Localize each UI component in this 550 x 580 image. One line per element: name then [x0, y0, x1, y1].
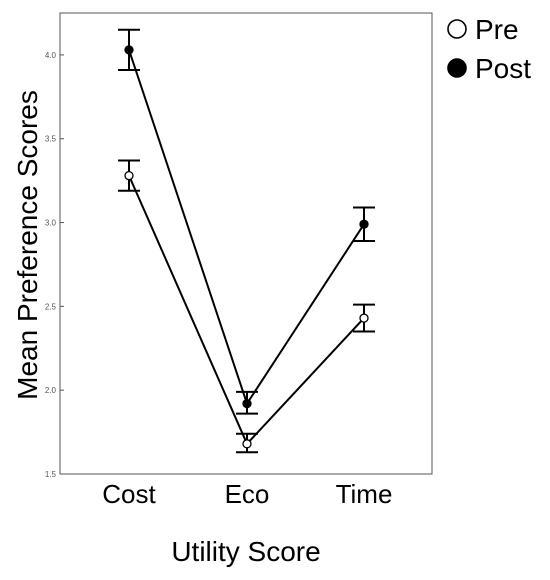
filled-circle-icon — [447, 58, 467, 78]
y-axis-title: Mean Preference Scores — [12, 90, 43, 400]
data-point — [359, 219, 369, 229]
x-axis-category-labels: Cost Eco Time — [102, 479, 392, 509]
legend-label: Post — [475, 53, 531, 84]
y-tick-label: 3.5 — [45, 135, 57, 144]
open-circle-icon — [447, 19, 467, 39]
series-layer — [118, 28, 375, 454]
legend-item-post: Post — [447, 53, 531, 84]
data-point — [124, 45, 134, 55]
x-category-label: Cost — [102, 479, 156, 509]
legend-label: Pre — [475, 14, 519, 45]
x-category-label: Time — [336, 479, 393, 509]
legend-item-pre: Pre — [447, 14, 519, 45]
y-axis-ticks: 1.5 2.0 2.5 3.0 3.5 4.0 — [45, 51, 64, 479]
series-line — [128, 49, 365, 406]
x-axis-title: Utility Score — [171, 536, 320, 567]
series-post — [118, 28, 375, 415]
y-tick-label: 1.5 — [45, 470, 57, 479]
data-point — [359, 313, 369, 323]
y-tick-label: 2.5 — [45, 302, 57, 311]
x-category-label: Eco — [225, 479, 270, 509]
data-point — [242, 398, 252, 409]
y-tick-label: 3.0 — [45, 219, 57, 228]
legend: Pre Post — [447, 14, 531, 84]
data-point — [124, 170, 134, 181]
y-tick-label: 2.0 — [45, 386, 57, 395]
plot-frame — [59, 12, 433, 475]
series-pre — [118, 159, 375, 454]
y-tick-label: 4.0 — [45, 51, 57, 60]
data-point — [242, 439, 252, 449]
